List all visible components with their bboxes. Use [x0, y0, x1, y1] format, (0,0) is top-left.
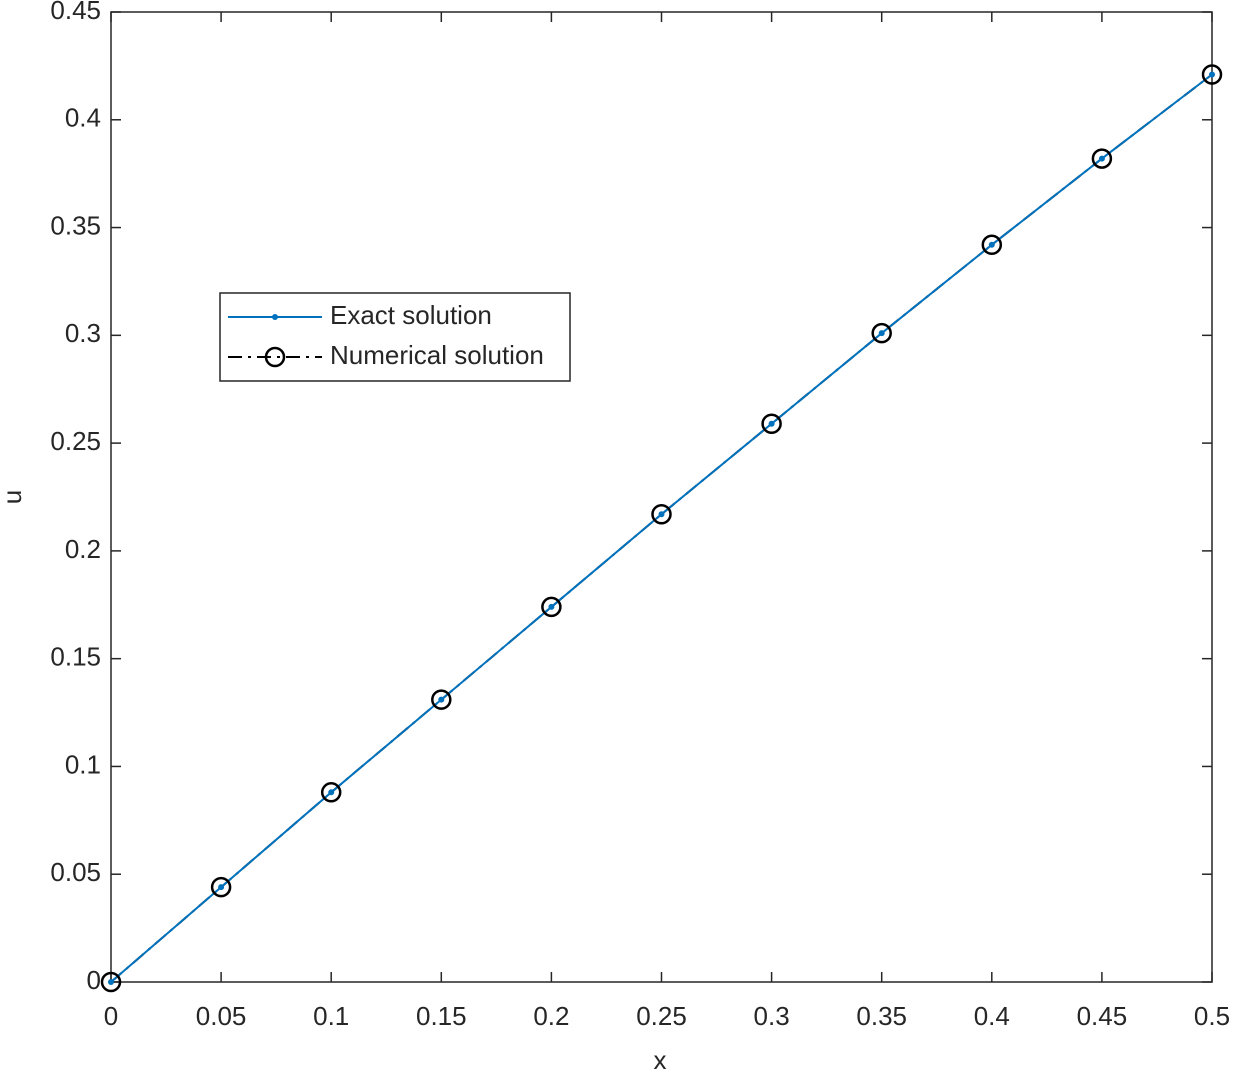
point	[761, 413, 782, 434]
x-tick-label: 0.25	[636, 1001, 687, 1031]
legend-marker	[264, 346, 286, 368]
y-tick-label: 0.2	[65, 534, 101, 564]
y-tick-label: 0	[87, 965, 101, 995]
x-tick-label: 0	[104, 1001, 118, 1031]
point	[328, 789, 335, 796]
y-tick-label: 0.4	[65, 103, 101, 133]
y-tick-label: 0.45	[50, 0, 101, 25]
point	[988, 241, 995, 248]
y-tick-label: 0.1	[65, 749, 101, 779]
legend-label: Exact solution	[330, 300, 492, 330]
x-tick-label: 0.3	[754, 1001, 790, 1031]
legend-marker	[272, 314, 278, 320]
point	[548, 603, 555, 610]
point	[210, 876, 232, 898]
y-tick-label: 0.25	[50, 426, 101, 456]
point	[431, 689, 452, 710]
point	[878, 330, 885, 337]
point	[1201, 64, 1223, 85]
point	[100, 971, 122, 993]
x-tick-label: 0.35	[856, 1001, 907, 1031]
point	[871, 322, 892, 344]
y-tick-label: 0.15	[50, 642, 101, 672]
point	[658, 511, 665, 518]
x-tick-label: 0.5	[1194, 1001, 1230, 1031]
point	[541, 596, 562, 618]
y-axis-label: u	[0, 490, 27, 504]
point	[981, 234, 1003, 256]
y-tick-label: 0.35	[50, 210, 101, 240]
x-axis-label: x	[654, 1045, 667, 1075]
legend-label: Numerical solution	[330, 340, 544, 370]
point	[320, 782, 342, 803]
x-tick-label: 0.05	[196, 1001, 247, 1031]
x-tick-label: 0.2	[533, 1001, 569, 1031]
point	[1209, 71, 1215, 78]
y-tick-label: 0.05	[50, 857, 101, 887]
point	[768, 420, 775, 427]
x-tick-label: 0.45	[1077, 1001, 1128, 1031]
point	[1098, 155, 1105, 162]
y-tick-label: 0.3	[65, 318, 101, 348]
point	[1091, 148, 1113, 169]
point	[651, 503, 672, 525]
point	[108, 979, 114, 985]
point	[438, 696, 445, 703]
point	[218, 884, 225, 891]
x-tick-label: 0.15	[416, 1001, 467, 1031]
x-tick-label: 0.4	[974, 1001, 1010, 1031]
x-tick-label: 0.1	[313, 1001, 349, 1031]
